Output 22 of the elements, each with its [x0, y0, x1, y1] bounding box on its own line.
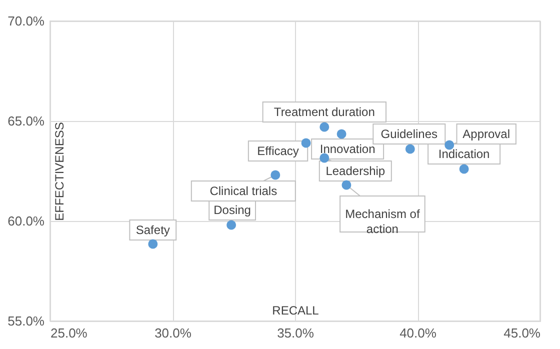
- x-tick-label: 45.0%: [504, 326, 541, 340]
- x-axis-title: RECALL: [272, 304, 320, 318]
- x-tick-label: 40.0%: [400, 326, 437, 340]
- y-tick-label: 55.0%: [8, 314, 45, 328]
- y-tick-label: 65.0%: [8, 114, 45, 128]
- annotation: Mechanism of action: [345, 207, 420, 236]
- annotation: Efficacy: [257, 144, 299, 158]
- annotation: Dosing: [214, 203, 251, 217]
- annotation: Leadership: [326, 164, 386, 178]
- annotation: Clinical trials: [210, 184, 278, 198]
- annotation: Indication: [438, 147, 490, 161]
- x-tick-label: 30.0%: [154, 326, 192, 340]
- x-tick-label: 35.0%: [277, 326, 314, 340]
- x-tick-label: 25.0%: [50, 326, 88, 340]
- annotation: Treatment duration: [274, 105, 375, 119]
- annotation: Safety: [136, 223, 170, 237]
- y-tick-label: 70.0%: [8, 14, 45, 28]
- y-tick-label: 60.0%: [8, 214, 45, 228]
- annotation: Approval: [462, 127, 510, 141]
- annotation: Guidelines: [380, 127, 438, 141]
- annotation: Innovation: [320, 142, 376, 156]
- y-axis-title: EFFECTIVENESS: [52, 122, 66, 221]
